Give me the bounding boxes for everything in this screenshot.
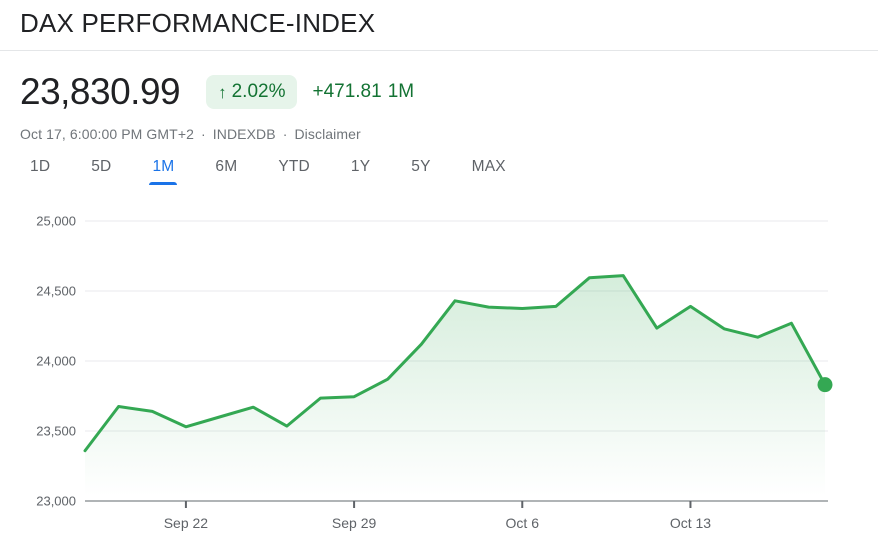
quote-meta: Oct 17, 6:00:00 PM GMT+2 · INDEXDB · Dis…	[20, 126, 361, 142]
x-axis-label: Sep 22	[164, 515, 209, 531]
change-percent: 2.02%	[231, 81, 286, 102]
change-absolute-row: +471.81 1M	[312, 81, 414, 103]
tab-1d[interactable]: 1D	[30, 158, 50, 185]
tab-max[interactable]: MAX	[472, 158, 506, 185]
price-line	[83, 274, 827, 453]
meta-separator: ·	[200, 126, 206, 142]
x-axis-label: Oct 13	[670, 515, 711, 531]
tab-1y[interactable]: 1Y	[351, 158, 370, 185]
quote-source: INDEXDB	[212, 126, 276, 142]
disclaimer-link[interactable]: Disclaimer	[294, 126, 361, 142]
page-title: DAX PERFORMANCE-INDEX	[20, 8, 376, 38]
y-axis-label: 23,500	[36, 424, 76, 439]
up-arrow-icon: ↑	[218, 82, 227, 102]
latest-price-dot	[817, 377, 833, 393]
y-axis-label: 25,000	[36, 214, 76, 229]
x-axis-labels: Sep 22 Sep 29 Oct 6 Oct 13	[164, 501, 711, 531]
change-absolute: +471.81	[312, 81, 382, 102]
meta-separator: ·	[282, 126, 288, 142]
change-period: 1M	[387, 81, 415, 102]
y-axis-labels: 23,000 23,500 24,000 24,500 25,000	[36, 214, 76, 509]
range-tabs: 1D 5D 1M 6M YTD 1Y 5Y MAX	[30, 158, 506, 185]
price-chart[interactable]: 23,000 23,500 24,000 24,500 25,000 Sep 22 Sep …	[0, 200, 878, 548]
tab-ytd[interactable]: YTD	[278, 158, 310, 185]
quote-row: 23,830.99 ↑ 2.02% +471.81 1M	[20, 68, 414, 116]
area-fill	[85, 275, 825, 501]
header-divider	[0, 50, 878, 51]
tab-5d[interactable]: 5D	[91, 158, 111, 185]
tab-5y[interactable]: 5Y	[411, 158, 430, 185]
tab-1m[interactable]: 1M	[149, 158, 178, 185]
y-axis-label: 24,500	[36, 284, 76, 299]
quote-timestamp: Oct 17, 6:00:00 PM GMT+2	[20, 126, 194, 142]
y-axis-label: 24,000	[36, 354, 76, 369]
tab-6m[interactable]: 6M	[215, 158, 237, 185]
price-value: 23,830.99	[20, 71, 181, 112]
x-axis-label: Sep 29	[332, 515, 377, 531]
y-axis-label: 23,000	[36, 494, 76, 509]
change-percent-badge: ↑ 2.02%	[206, 75, 298, 109]
x-axis-label: Oct 6	[506, 515, 540, 531]
